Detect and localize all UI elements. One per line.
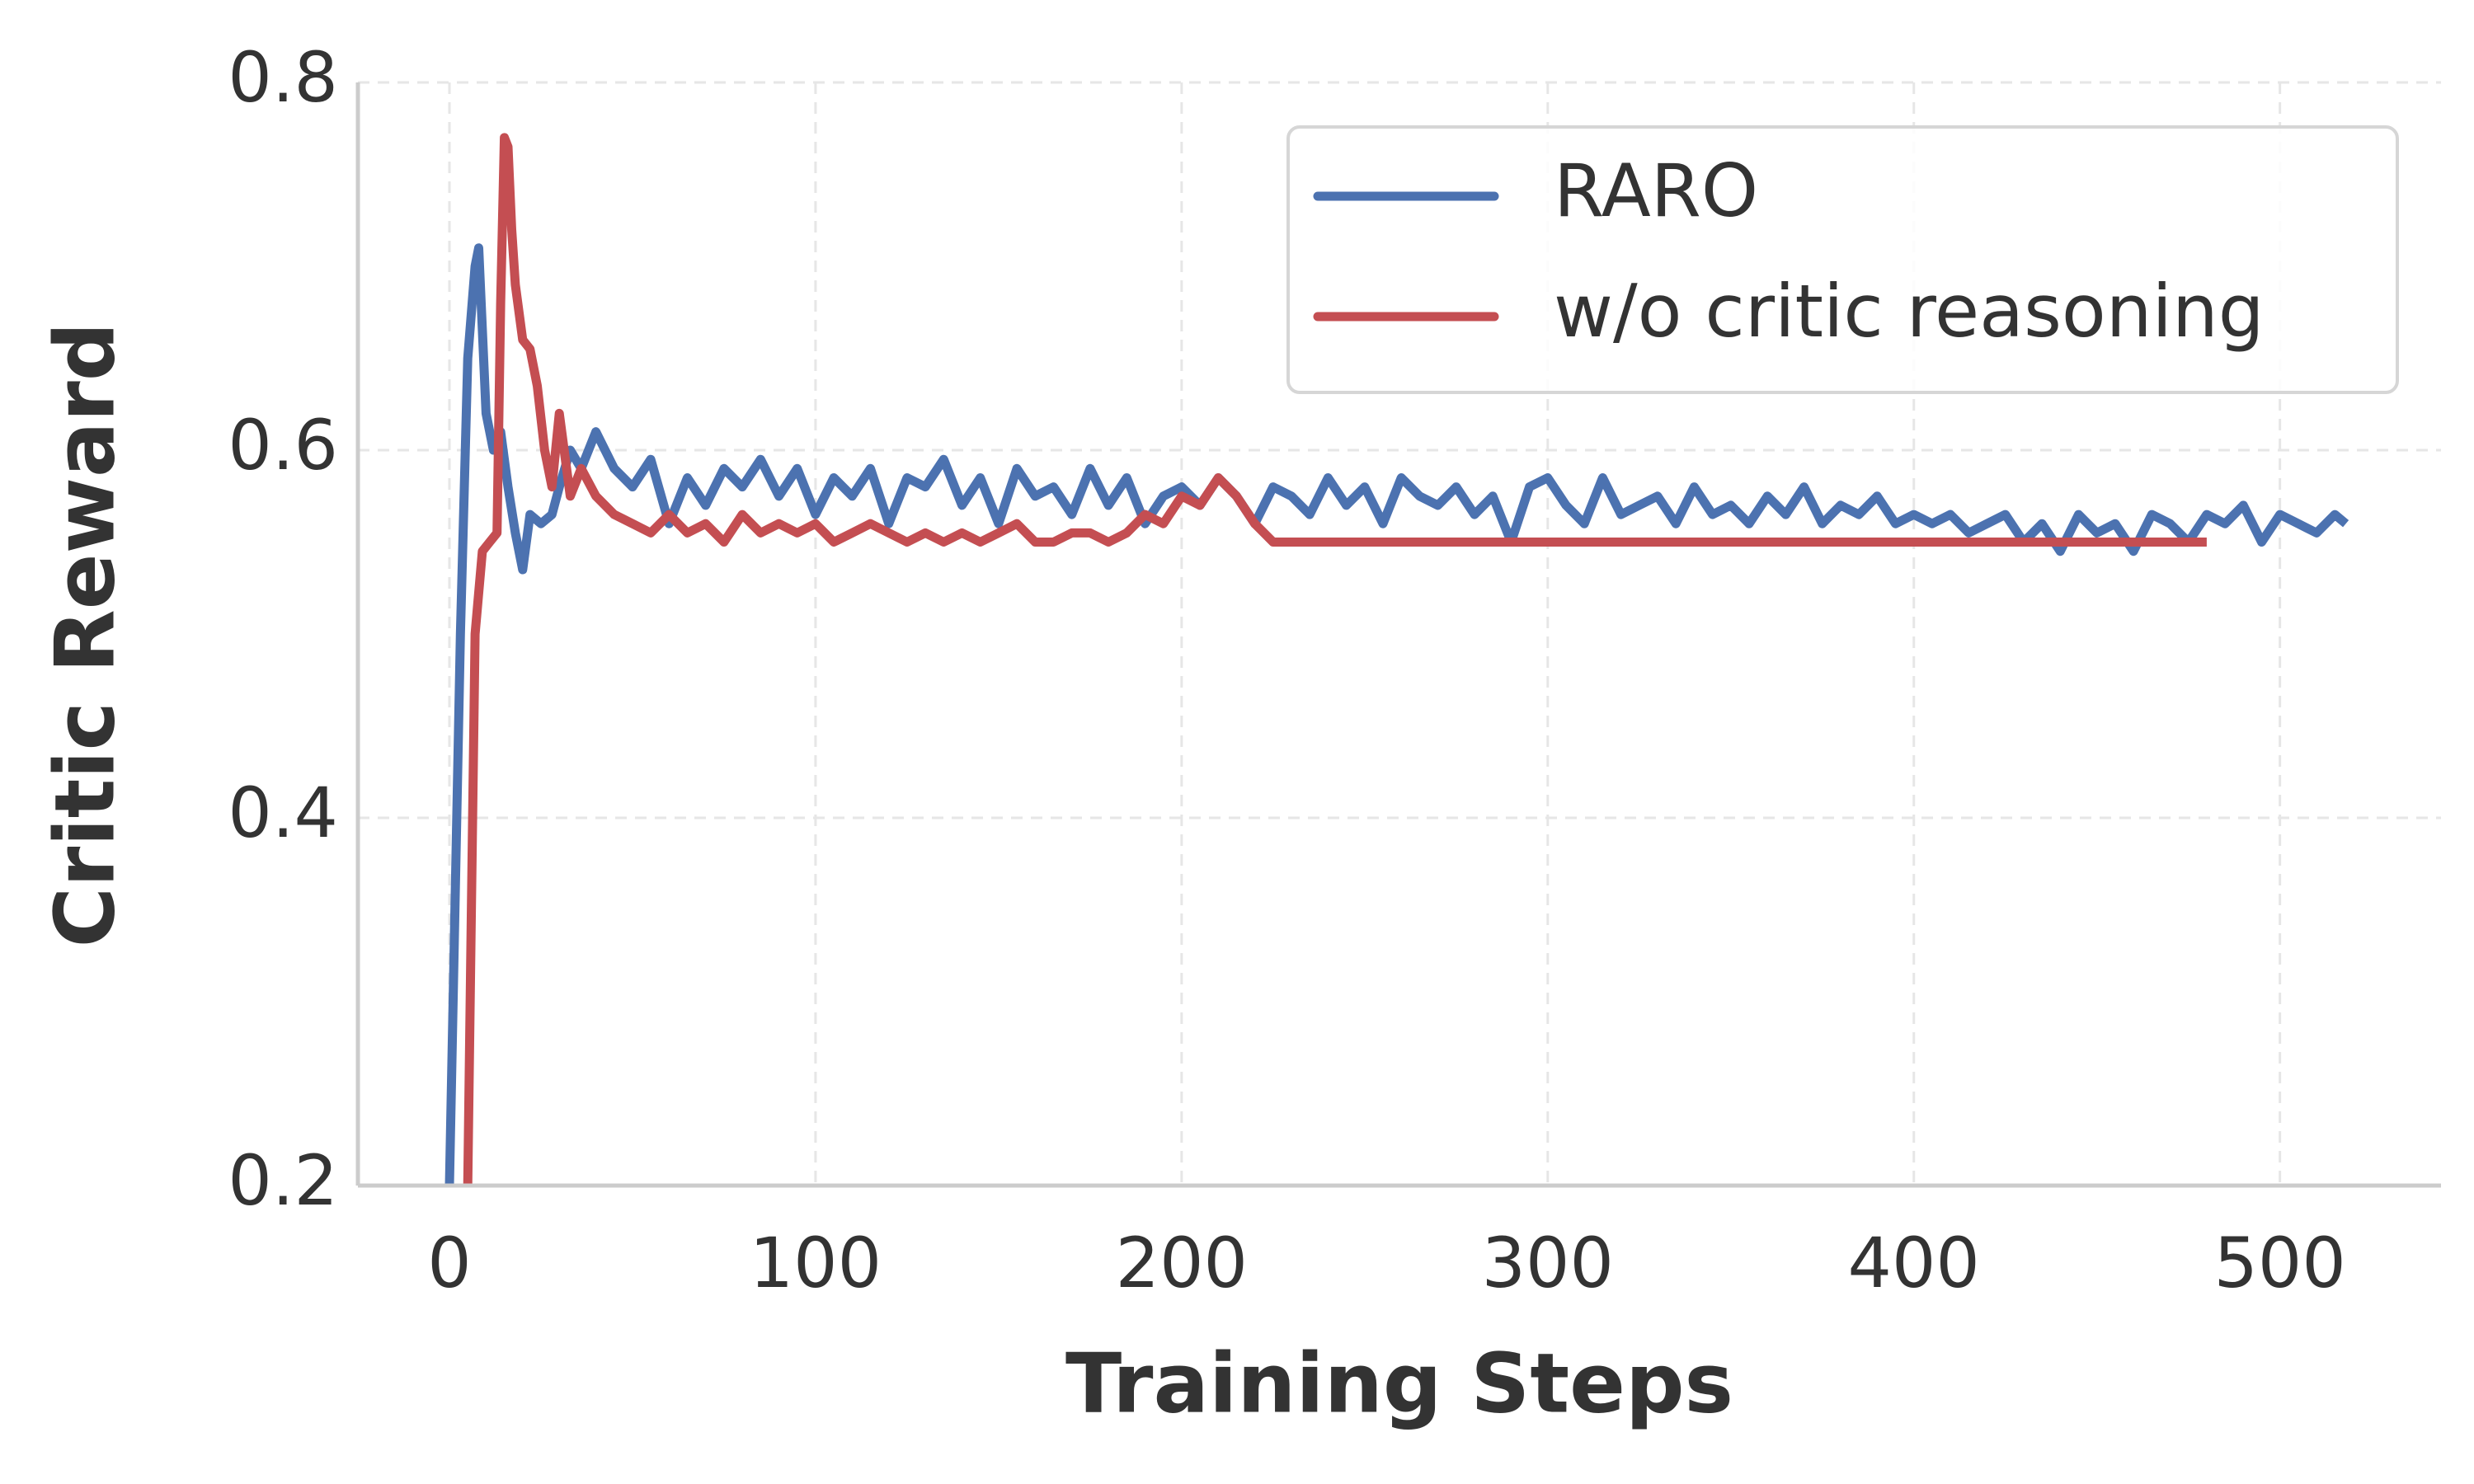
x-tick-label: 500 xyxy=(2213,1223,2345,1303)
y-tick-label: 0.2 xyxy=(228,1140,338,1221)
y-axis-label: Critic Reward xyxy=(36,322,133,948)
y-tick-label: 0.4 xyxy=(228,773,338,853)
series-line xyxy=(444,243,2349,1186)
x-tick-label: 300 xyxy=(1482,1223,1614,1303)
x-tick-label: 0 xyxy=(427,1223,471,1303)
y-tick-label: 0.8 xyxy=(228,37,338,118)
legend-label: w/o critic reasoning xyxy=(1554,269,2265,354)
legend-box xyxy=(1286,125,2399,394)
legend-label: RARO xyxy=(1554,148,1758,233)
x-tick-label: 400 xyxy=(1848,1223,1980,1303)
legend: RARO w/o critic reasoning xyxy=(1286,125,2399,394)
y-tick-label: 0.6 xyxy=(228,405,338,486)
x-tick-label: 100 xyxy=(750,1223,882,1303)
x-axis-label: Training Steps xyxy=(1065,1335,1733,1431)
plot-area xyxy=(444,133,2349,1186)
series-line xyxy=(463,133,2207,1186)
x-tick-label: 200 xyxy=(1116,1223,1248,1303)
